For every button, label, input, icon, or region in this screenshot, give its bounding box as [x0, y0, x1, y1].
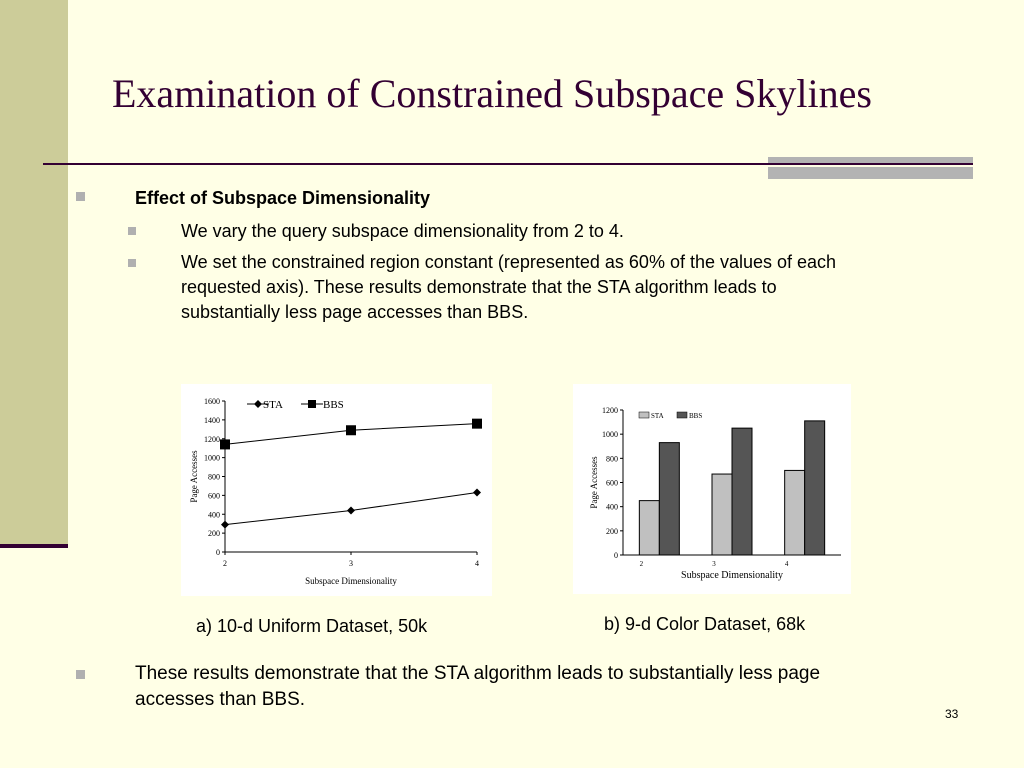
- line-chart: 0 200 400 600 800 1000 1200 1400 1600 2 3 4 Subspace…: [189, 397, 482, 586]
- x-axis-label: Subspace Dimensionality: [681, 570, 783, 581]
- x-axis-label: Subspace Dimensionality: [305, 576, 397, 586]
- y-tick-label: 0: [216, 548, 220, 557]
- y-tick-label: 1000: [204, 454, 220, 463]
- legend-swatch-bbs: [676, 411, 688, 419]
- point-sta: [221, 520, 229, 529]
- sub-bullet-icon: [128, 227, 136, 235]
- x-tick-label: 4: [785, 560, 789, 568]
- y-tick-label: 1200: [204, 435, 220, 444]
- bar-bbs: [804, 420, 826, 556]
- y-tick-label: 1600: [204, 397, 220, 406]
- y-tick-label: 800: [208, 473, 220, 482]
- x-tick-label: 4: [475, 559, 479, 568]
- bullet-icon: [76, 192, 85, 201]
- y-tick-label: 1200: [602, 406, 618, 415]
- page-number: 33: [945, 707, 959, 721]
- legend-label-sta: STA: [263, 399, 283, 411]
- legend-marker-sta: [254, 400, 262, 408]
- x-tick-label: 3: [349, 559, 353, 568]
- slide-title: Examination of Constrained Subspace Skyl…: [112, 71, 872, 116]
- sub-bullet-2-line-3: substantially less page accesses than BB…: [181, 302, 529, 322]
- x-tick-label: 3: [712, 560, 716, 568]
- sub-bullet-icon: [128, 259, 136, 267]
- bar-sta: [638, 500, 660, 556]
- y-tick-label: 200: [208, 529, 220, 538]
- caption-a: a) 10-d Uniform Dataset, 50k: [196, 616, 428, 636]
- y-tick-label: 400: [606, 503, 618, 512]
- point-bbs: [346, 425, 356, 436]
- bar-bbs: [731, 427, 753, 556]
- y-tick-label: 1400: [204, 416, 220, 425]
- y-axis-label: Page Accesses: [589, 456, 599, 509]
- bottom-bullet-line-1: These results demonstrate that the STA a…: [135, 663, 821, 684]
- point-bbs: [472, 418, 482, 429]
- legend-label-bbs: BBS: [689, 412, 702, 420]
- point-sta: [473, 488, 481, 497]
- bottom-bullet-line-2: accesses than BBS.: [135, 689, 306, 710]
- y-tick-label: 400: [208, 510, 220, 519]
- y-tick-label: 600: [606, 479, 618, 488]
- bar-bbs: [658, 442, 680, 556]
- title-rule: [43, 163, 973, 165]
- y-tick-label: 0: [614, 551, 618, 560]
- y-axis-label: Page Accesses: [189, 450, 199, 503]
- caption-b: b) 9-d Color Dataset, 68k: [604, 614, 806, 634]
- y-tick-label: 1000: [602, 430, 618, 439]
- left-decor-bar: [0, 0, 68, 546]
- legend-label-bbs: BBS: [323, 399, 344, 411]
- sub-bullet-2-line-1: We set the constrained region constant (…: [181, 252, 837, 272]
- legend-swatch-sta: [638, 411, 650, 419]
- bullet-icon: [76, 670, 85, 679]
- bar-sta: [711, 473, 733, 556]
- x-tick-label: 2: [223, 559, 227, 568]
- figure-a: 0 200 400 600 800 1000 1200 1400 1600 2 3 4 Subspace…: [181, 384, 492, 596]
- point-bbs: [220, 439, 230, 450]
- left-decor-line: [0, 544, 68, 548]
- y-tick-label: 800: [606, 454, 618, 463]
- x-tick-label: 2: [640, 560, 644, 568]
- point-sta: [347, 506, 355, 515]
- bar-sta: [784, 469, 806, 556]
- legend-label-sta: STA: [651, 412, 664, 420]
- rule-accent: [768, 157, 973, 179]
- sub-bullet-1: We vary the query subspace dimensionalit…: [181, 221, 624, 241]
- figure-b: 0 200 400 600 800 1000 1200 2 3 4 Subspace Dimensi…: [573, 384, 851, 594]
- y-tick-label: 600: [208, 491, 220, 500]
- y-tick-label: 200: [606, 527, 618, 536]
- legend-marker-bbs: [308, 400, 316, 408]
- bullet-heading: Effect of Subspace Dimensionality: [135, 188, 431, 208]
- sub-bullet-2-line-2: requested axis). These results demonstra…: [181, 277, 777, 297]
